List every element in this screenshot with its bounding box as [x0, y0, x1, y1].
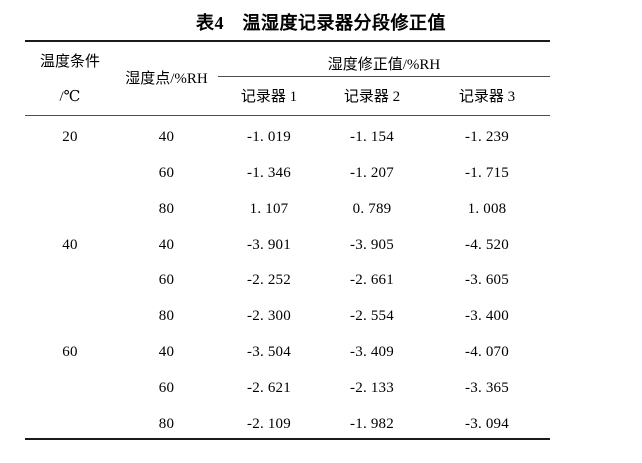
cell-recorder3: -4. 520 [465, 236, 509, 253]
cell-temp [25, 402, 115, 438]
cell-recorder1: -2. 252 [247, 272, 291, 289]
cell-temp [25, 367, 115, 403]
cell-recorder3: -3. 400 [465, 308, 509, 325]
cell-humidity: 40 [158, 236, 175, 253]
cell-humidity: 40 [158, 129, 175, 146]
cell-temp [25, 295, 115, 331]
cell-recorder1: -2. 109 [247, 415, 291, 432]
table-header: 温度条件 /℃ 湿度点/%RH 湿度修正值/%RH 记录器 1 记录器 2 记录… [25, 40, 550, 116]
cell-humidity: 60 [158, 379, 175, 396]
cell-recorder2: -1. 207 [350, 165, 394, 182]
cell-temp [25, 259, 115, 295]
cell-temp: 40 [62, 236, 78, 253]
cell-recorder1: 1. 107 [249, 200, 289, 217]
cell-humidity: 40 [158, 344, 175, 361]
cell-recorder2: -3. 905 [350, 236, 394, 253]
cell-recorder3: -1. 239 [465, 129, 509, 146]
cell-recorder3: -3. 365 [465, 379, 509, 396]
header-temp-condition-line2: /℃ [59, 88, 81, 105]
cell-temp [25, 152, 115, 188]
cell-humidity: 60 [158, 165, 175, 182]
cell-recorder1: -3. 504 [247, 344, 291, 361]
cell-recorder3: 1. 008 [467, 200, 507, 217]
cell-humidity: 80 [158, 415, 175, 432]
cell-recorder1: -2. 621 [247, 379, 291, 396]
cell-recorder2: -1. 982 [350, 415, 394, 432]
cell-recorder3: -4. 070 [465, 344, 509, 361]
cell-recorder2: 0. 789 [352, 200, 392, 217]
cell-humidity: 80 [158, 200, 175, 217]
cell-recorder3: -1. 715 [465, 165, 509, 182]
cell-recorder2: -3. 409 [350, 344, 394, 361]
cell-recorder2: -2. 554 [350, 308, 394, 325]
cell-humidity: 60 [158, 272, 175, 289]
header-recorder-1: 记录器 1 [240, 88, 298, 105]
cell-recorder1: -1. 346 [247, 165, 291, 182]
table-caption: 表4 温湿度记录器分段修正值 [196, 13, 446, 33]
cell-recorder3: -3. 094 [465, 415, 509, 432]
header-correction-group: 湿度修正值/%RH [218, 42, 550, 77]
cell-humidity: 80 [158, 308, 175, 325]
table-body: 20 40 -1. 019 -1. 154 -1. 239 60 -1. 346… [25, 116, 550, 441]
cell-recorder1: -2. 300 [247, 308, 291, 325]
header-temp-condition: 温度条件 /℃ [25, 42, 115, 115]
header-recorder-3: 记录器 3 [458, 88, 516, 105]
header-recorder-2: 记录器 2 [343, 88, 401, 105]
cell-recorder2: -2. 661 [350, 272, 394, 289]
cell-recorder2: -1. 154 [350, 129, 394, 146]
cell-recorder1: -3. 901 [247, 236, 291, 253]
cell-temp [25, 188, 115, 224]
cell-temp: 60 [62, 344, 78, 361]
data-table: 温度条件 /℃ 湿度点/%RH 湿度修正值/%RH 记录器 1 记录器 2 记录… [25, 40, 550, 441]
cell-recorder1: -1. 019 [247, 129, 291, 146]
cell-recorder2: -2. 133 [350, 379, 394, 396]
header-humidity-point: 湿度点/%RH [125, 71, 208, 88]
cell-recorder3: -3. 605 [465, 272, 509, 289]
header-temp-condition-line1: 温度条件 [39, 54, 100, 71]
cell-temp: 20 [62, 129, 78, 146]
